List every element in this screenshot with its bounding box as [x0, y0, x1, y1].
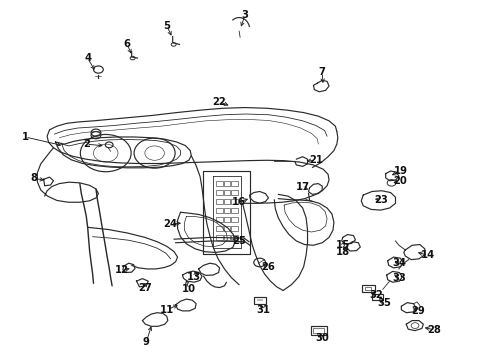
Text: 32: 32 [369, 291, 383, 301]
Bar [216, 217, 222, 222]
Text: 1: 1 [22, 132, 29, 142]
Text: 8: 8 [30, 173, 37, 183]
Bar [231, 235, 238, 240]
Text: 19: 19 [393, 166, 407, 176]
Text: 12: 12 [115, 265, 129, 275]
Text: 34: 34 [392, 258, 406, 268]
Bar [231, 190, 238, 195]
Text: 15: 15 [336, 240, 350, 250]
Text: 2: 2 [83, 139, 90, 149]
Text: 35: 35 [377, 298, 391, 308]
Bar [216, 235, 222, 240]
Text: 17: 17 [295, 182, 310, 192]
Text: 16: 16 [232, 197, 246, 207]
Text: 24: 24 [164, 219, 178, 229]
Bar [223, 235, 230, 240]
Bar [231, 217, 238, 222]
Text: 10: 10 [182, 284, 196, 294]
Text: 20: 20 [393, 176, 407, 186]
Bar [231, 226, 238, 231]
Bar [216, 190, 222, 195]
Text: 4: 4 [84, 53, 91, 63]
Bar [216, 181, 222, 186]
Bar [231, 199, 238, 204]
Text: 26: 26 [262, 262, 275, 272]
Text: 25: 25 [232, 236, 246, 246]
Text: 14: 14 [421, 250, 435, 260]
Text: 5: 5 [163, 21, 171, 31]
Bar [254, 297, 266, 304]
Text: 29: 29 [412, 306, 425, 316]
Bar [362, 285, 375, 292]
Bar [223, 226, 230, 231]
Text: 7: 7 [319, 67, 326, 77]
Bar [365, 287, 370, 291]
Bar [216, 226, 222, 231]
Bar [231, 181, 238, 186]
Bar [223, 217, 230, 222]
Text: 3: 3 [242, 10, 248, 20]
Bar [223, 208, 230, 213]
Text: 11: 11 [160, 305, 174, 315]
Text: 28: 28 [428, 325, 441, 335]
Text: 21: 21 [309, 155, 323, 165]
Bar [223, 190, 230, 195]
Bar [231, 208, 238, 213]
Bar [216, 199, 222, 204]
Text: 33: 33 [392, 273, 406, 283]
Bar [314, 328, 324, 333]
Text: 18: 18 [336, 247, 350, 257]
Text: 31: 31 [257, 305, 270, 315]
Bar [223, 181, 230, 186]
Text: 23: 23 [374, 195, 388, 205]
Text: 22: 22 [213, 97, 226, 107]
Text: 9: 9 [143, 337, 150, 347]
Text: 27: 27 [138, 283, 152, 293]
Bar [311, 326, 327, 335]
Text: 30: 30 [316, 333, 329, 343]
Bar [223, 199, 230, 204]
Bar [257, 299, 263, 301]
Text: 13: 13 [187, 272, 201, 282]
Text: 6: 6 [123, 39, 130, 49]
Bar [216, 208, 222, 213]
Bar [372, 294, 383, 300]
